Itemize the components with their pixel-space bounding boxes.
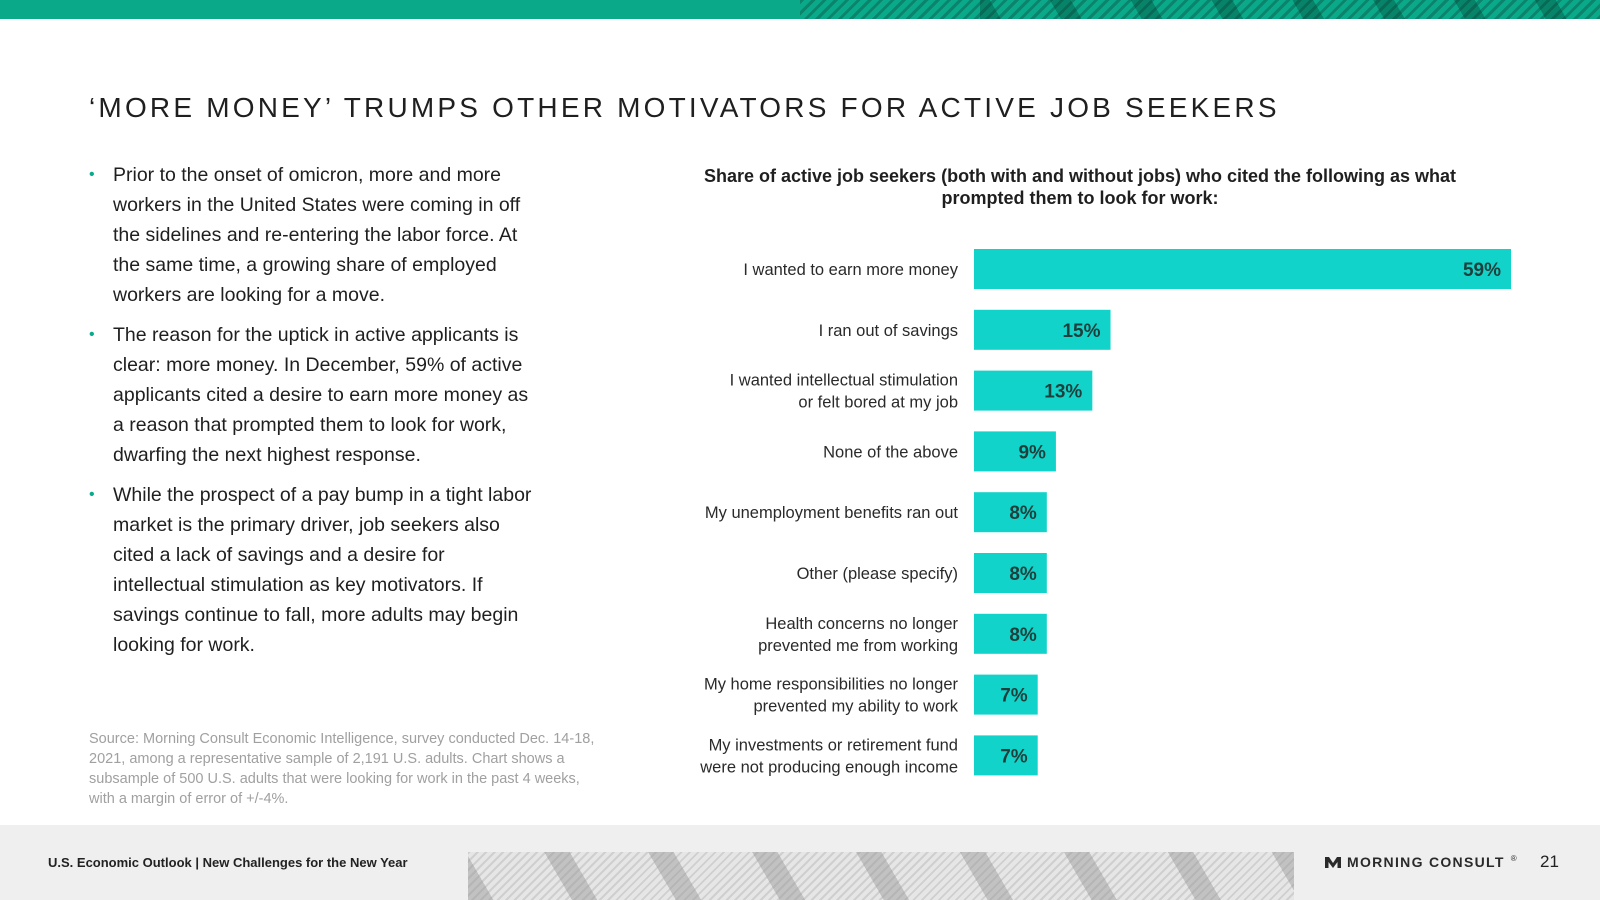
category-label-line: My home responsibilities no longer [704,676,959,694]
bar-chart: 59% I wanted to earn more money 15% I ran o… [0,0,1600,900]
morning-consult-logo-icon [1325,855,1341,869]
category-label: None of the above [823,443,958,461]
bar-value-label: 15% [1062,321,1100,342]
brand-registered-mark: ® [1511,854,1518,863]
category-label-line: I ran out of savings [819,322,958,340]
category-label-line: prevented my ability to work [753,698,958,716]
category-label-line: I wanted intellectual stimulation [730,372,958,390]
category-label-line: or felt bored at my job [798,394,958,412]
bar-value-label: 7% [1000,746,1028,767]
category-label-line: My unemployment benefits ran out [705,504,959,522]
bar-value-label: 13% [1044,382,1082,403]
bar-0 [974,249,1511,289]
bar-value-label: 8% [1009,503,1037,524]
bar-value-label: 9% [1018,442,1046,463]
slide: ‘MORE MONEY’ TRUMPS OTHER MOTIVATORS FOR… [0,0,1600,900]
category-label: My investments or retirement fund were no… [699,736,958,776]
category-label-line: My investments or retirement fund [709,736,958,754]
category-label: I wanted to earn more money [743,261,958,279]
category-label: I ran out of savings [819,322,958,340]
category-label-line: I wanted to earn more money [743,261,958,279]
bar-value-label: 7% [1000,686,1028,707]
category-label-line: Health concerns no longer [765,615,958,633]
category-label: My home responsibilities no longer preven… [704,676,959,716]
page-number: 21 [1540,852,1559,872]
category-label: Health concerns no longer prevented me fr… [758,615,958,655]
footer: U.S. Economic Outlook | New Challenges f… [0,825,1600,900]
brand-logo: MORNING CONSULT ® [1325,854,1518,870]
bar-value-label: 59% [1463,260,1501,281]
bar-value-label: 8% [1009,564,1037,585]
category-label: Other (please specify) [797,565,958,583]
footer-decorative-pattern [468,852,1294,900]
category-label: My unemployment benefits ran out [705,504,959,522]
brand-name: MORNING CONSULT [1347,854,1505,870]
footer-report-title: U.S. Economic Outlook | New Challenges f… [48,855,408,870]
category-label-line: Other (please specify) [797,565,958,583]
bar-value-label: 8% [1009,625,1037,646]
category-label-line: prevented me from working [758,637,958,655]
category-label: I wanted intellectual stimulation or felt… [730,372,958,412]
category-label-line: None of the above [823,443,958,461]
category-label-line: were not producing enough income [699,758,958,776]
